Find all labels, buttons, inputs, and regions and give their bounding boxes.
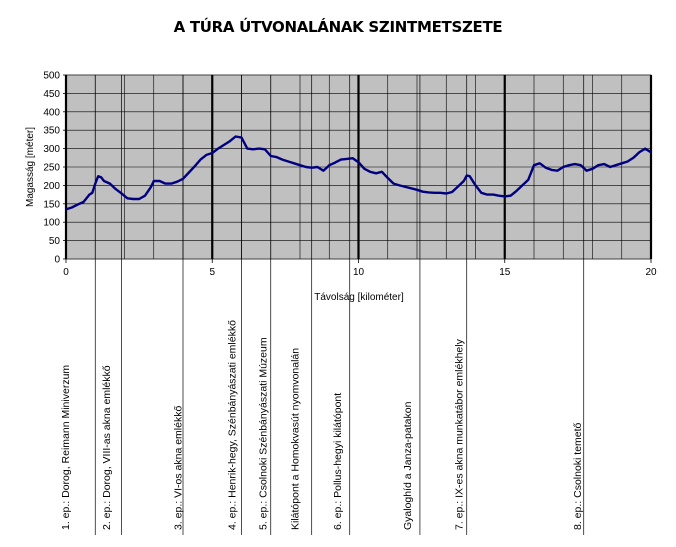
marker-label: Kilátópont a Homokvasút nyomvonalán bbox=[290, 348, 302, 530]
elevation-line bbox=[65, 135, 652, 211]
y-tick-label: 150 bbox=[43, 199, 60, 210]
x-tick-label: 10 bbox=[353, 267, 365, 278]
chart-title: A TÚRA ÚTVONALÁNAK SZINTMETSZETE bbox=[173, 18, 503, 36]
marker-label: 1. ep.: Dorog, Reimann Miniverzum bbox=[60, 365, 72, 530]
marker-label: Gyaloghíd a Janza-patakon bbox=[402, 401, 414, 530]
x-tick-label: 15 bbox=[499, 267, 511, 278]
x-tick-label: 0 bbox=[63, 267, 69, 278]
x-tick-label: 20 bbox=[645, 267, 657, 278]
marker-label: 7. ep.: IX-es akna munkatábor emlékhely bbox=[453, 338, 465, 530]
y-tick-label: 100 bbox=[43, 218, 60, 229]
y-tick-label: 50 bbox=[49, 236, 61, 247]
y-tick-label: 450 bbox=[43, 89, 60, 100]
marker-label: 8. ep.: Csolnoki temető bbox=[572, 422, 584, 530]
marker-label: 3. ep.: VI-os akna emlékkő bbox=[173, 406, 185, 530]
y-tick-label: 200 bbox=[43, 181, 60, 192]
y-tick-label: 0 bbox=[54, 255, 60, 266]
x-tick-label: 5 bbox=[209, 267, 215, 278]
y-tick-label: 300 bbox=[43, 144, 60, 155]
marker-label: 6. ep.: Pollus-hegyi kilátópont bbox=[332, 393, 344, 530]
y-axis-label: Magasság [méter] bbox=[25, 127, 36, 207]
y-tick-label: 250 bbox=[43, 163, 60, 174]
x-axis-label: Távolság [kilométer] bbox=[314, 292, 404, 303]
marker-label: 5. ep.: Csolnoki Szénbányászati Múzeum bbox=[257, 337, 269, 530]
y-tick-label: 500 bbox=[43, 71, 60, 82]
y-tick-label: 400 bbox=[43, 107, 60, 118]
y-tick-label: 350 bbox=[43, 126, 60, 137]
marker-label: 2. ep.: Dorog, VIII-as akna emlékkő bbox=[101, 365, 113, 530]
marker-label: 4. ep.: Henrik-hegy, Szénbányászati emlé… bbox=[227, 320, 239, 530]
